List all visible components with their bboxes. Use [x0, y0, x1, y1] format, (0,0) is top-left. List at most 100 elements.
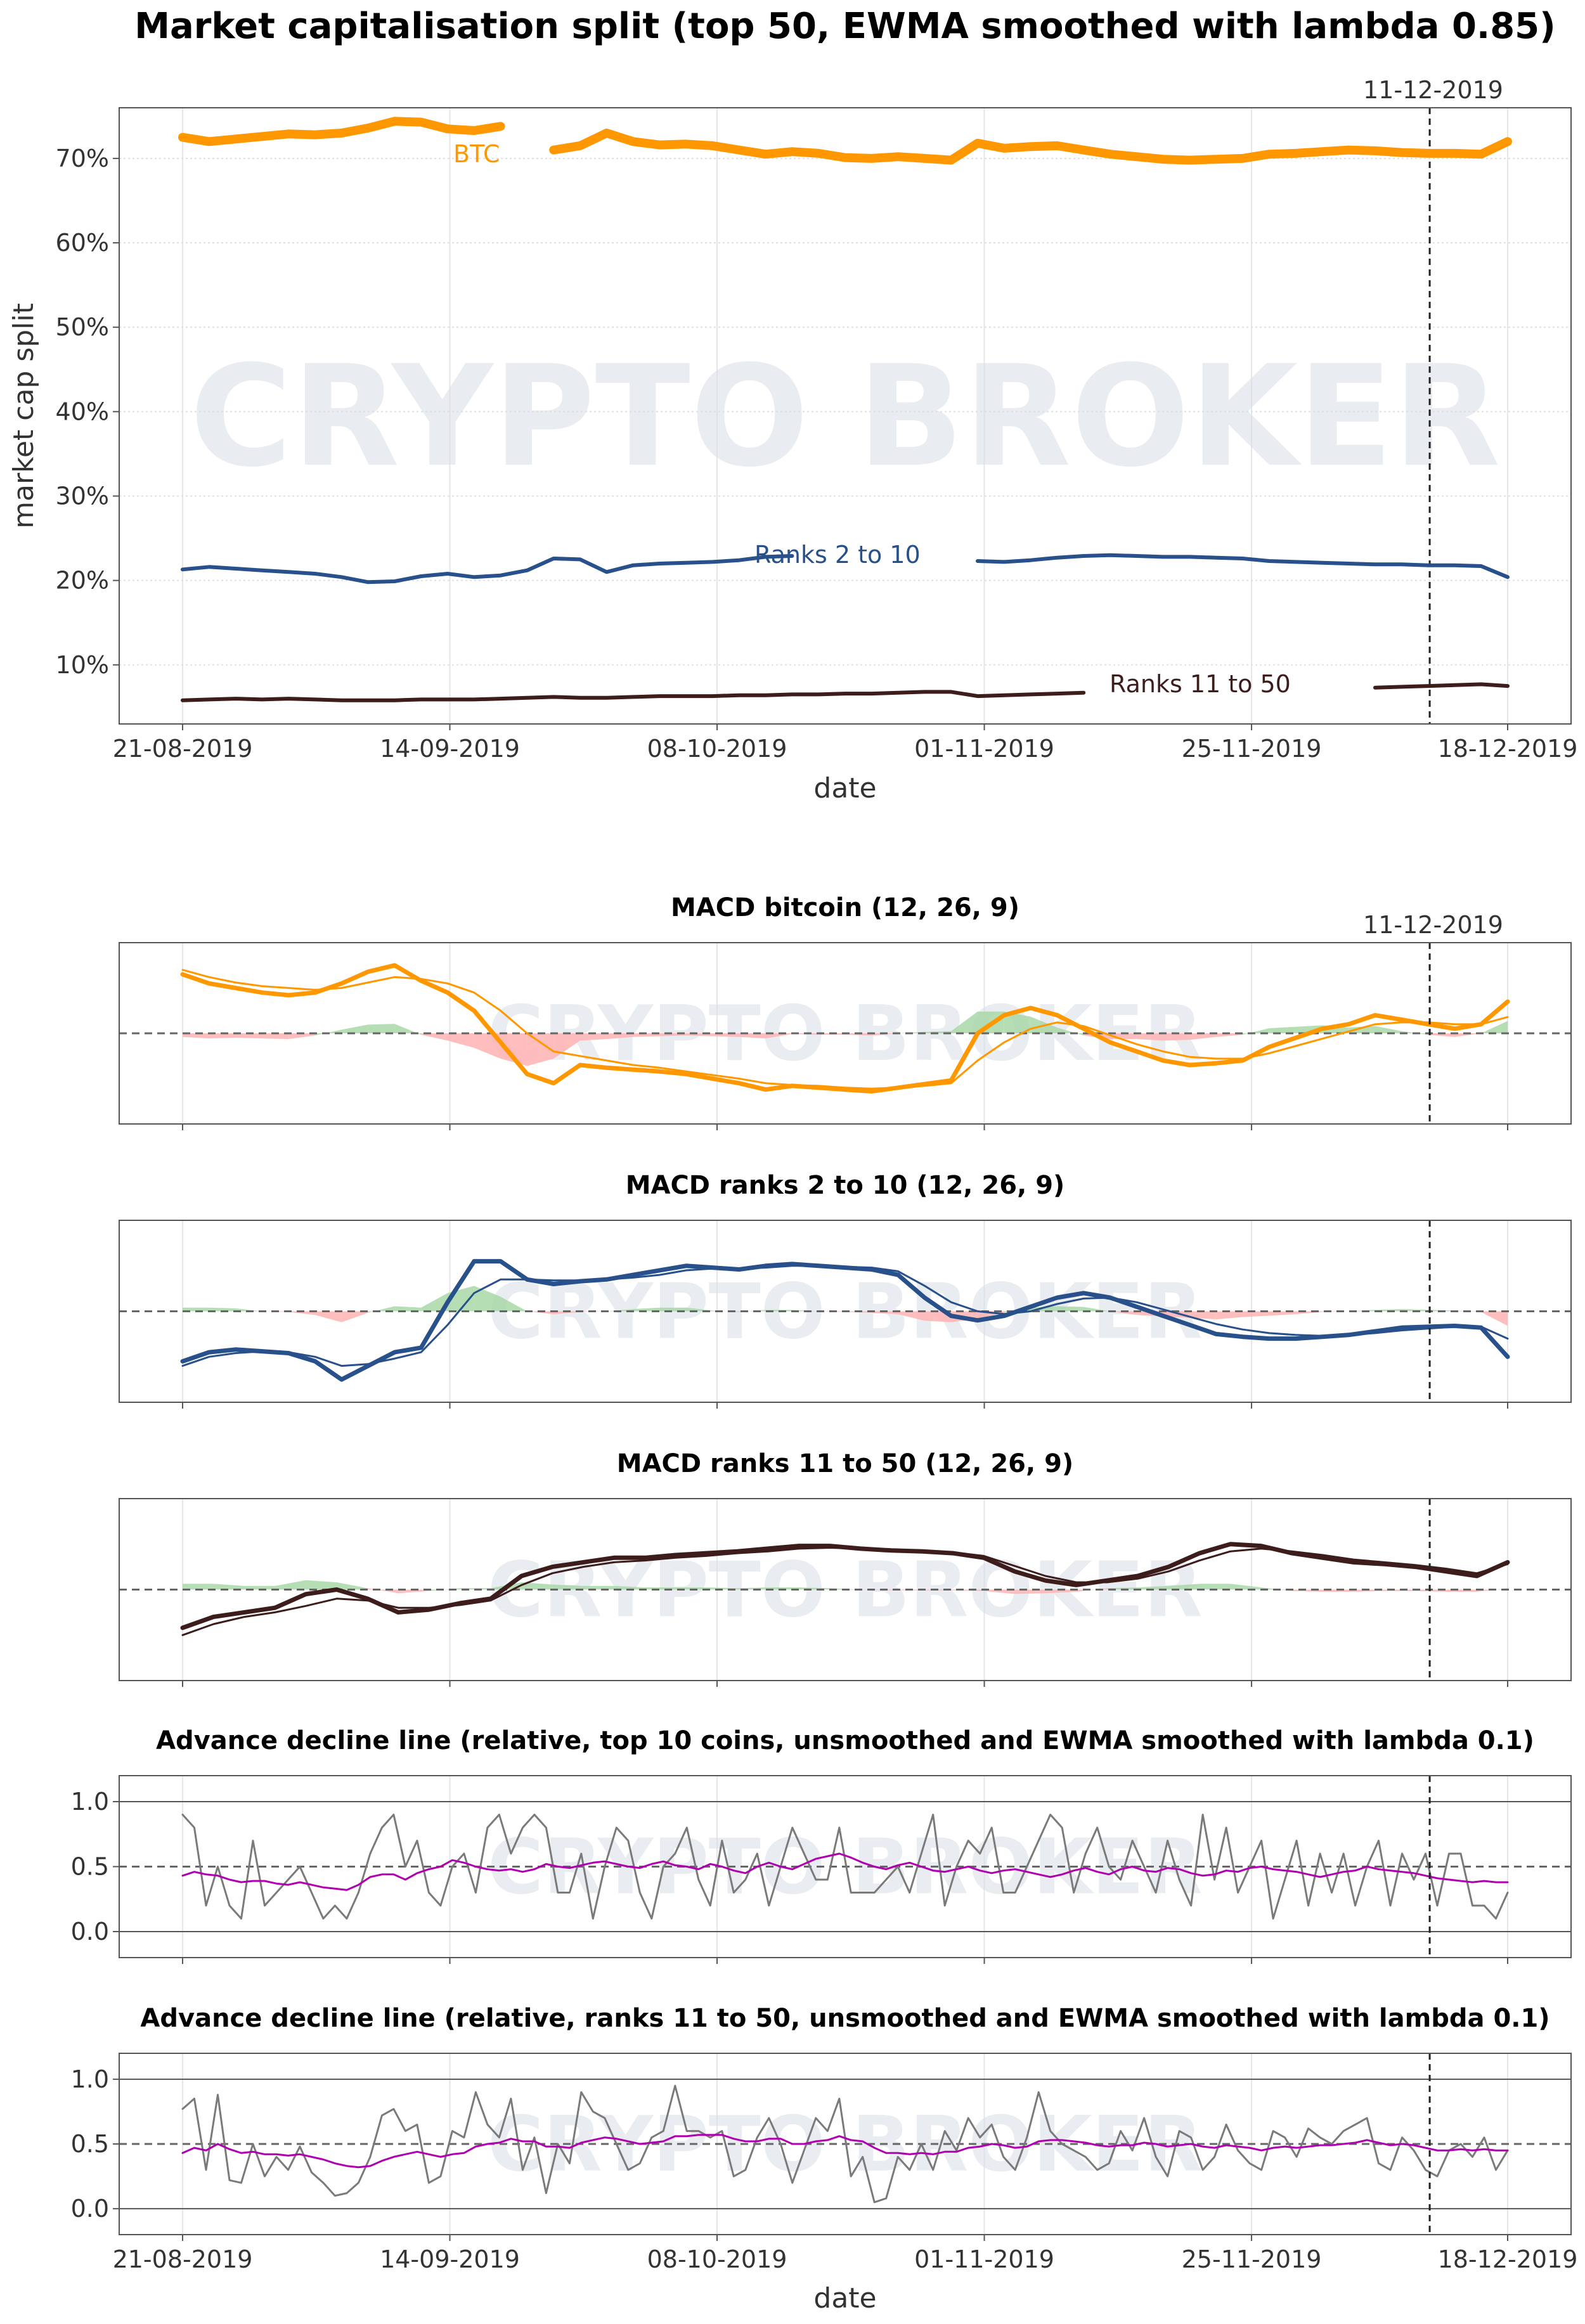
histogram-bar — [368, 1024, 395, 1033]
histogram-bar — [614, 1585, 645, 1590]
series-line-ranks_11_50 — [181, 682, 1510, 702]
histogram-bar — [1269, 1026, 1296, 1033]
histogram-bar — [871, 1033, 898, 1036]
x-tick-label: 25-11-2019 — [1182, 735, 1322, 763]
histogram-bar — [768, 1587, 799, 1590]
series-label-ranks_11_50: Ranks 11 to 50 — [1110, 670, 1291, 698]
x-tick-label: 01-11-2019 — [914, 2245, 1054, 2273]
plot-border — [119, 107, 1572, 725]
x-tick-label: 21-08-2019 — [113, 735, 253, 763]
histogram-bar — [341, 1024, 368, 1033]
plot-background — [119, 108, 1571, 724]
y-tick-label: 1.0 — [71, 1788, 109, 1816]
y-axis-label: market cap split — [8, 303, 40, 529]
macd-line — [180, 1542, 1510, 1630]
y-tick-label: 10% — [56, 651, 109, 679]
histogram-bar — [580, 1033, 607, 1041]
series-line-ranks_2_10 — [181, 553, 1510, 584]
adl-raw-line — [181, 1814, 1509, 1920]
macd-line — [180, 963, 1510, 1094]
y-tick-label: 0.5 — [71, 2130, 109, 2158]
histogram-bar — [1401, 1309, 1428, 1312]
histogram-bar — [1136, 1033, 1163, 1041]
series-line-btc — [178, 117, 1512, 165]
histogram-bar — [1243, 1311, 1269, 1317]
histogram-bar — [1084, 1307, 1110, 1312]
x-tick-label: 18-12-2019 — [1438, 2245, 1578, 2273]
x-tick-label: 01-11-2019 — [914, 735, 1054, 763]
histogram-bar — [1168, 1584, 1200, 1590]
histogram-bar — [398, 1589, 429, 1594]
histogram-bar — [1428, 1033, 1455, 1037]
series-label-ranks_2_10: Ranks 2 to 10 — [754, 541, 921, 569]
histogram-bar — [235, 1033, 262, 1039]
histogram-bar — [315, 1311, 342, 1322]
chart-title: Advance decline line (relative, top 10 c… — [156, 1726, 1534, 1755]
chart-title: Market capitalisation split (top 50, EWM… — [134, 6, 1555, 47]
histogram-bar — [306, 1580, 337, 1590]
histogram-bar — [552, 1584, 583, 1590]
histogram-bar — [341, 1311, 368, 1322]
histogram-bar — [1269, 1311, 1296, 1316]
series-label-btc: BTC — [453, 140, 500, 168]
adl-ewma-line — [181, 1852, 1509, 1891]
histogram-bar — [1189, 1033, 1217, 1040]
histogram-bar — [1189, 1311, 1217, 1320]
histogram-bar — [235, 1308, 262, 1312]
histogram-bar — [394, 1024, 422, 1035]
histogram-bar — [1454, 1033, 1482, 1037]
histogram-bar — [394, 1306, 422, 1312]
histogram-bar — [1004, 1011, 1031, 1033]
histogram-bar — [1481, 1021, 1508, 1033]
histogram-bar — [500, 1033, 527, 1066]
histogram-bar — [429, 1588, 460, 1591]
histogram-bar — [500, 1296, 527, 1312]
histogram-bar — [1230, 1584, 1262, 1590]
histogram-bar — [1477, 1588, 1508, 1592]
histogram-bar — [845, 1033, 872, 1036]
histogram-bar — [527, 1311, 554, 1315]
y-tick-label: 0.5 — [71, 1853, 109, 1881]
histogram-bar — [1199, 1584, 1231, 1590]
chart-title: MACD bitcoin (12, 26, 9) — [671, 893, 1019, 922]
x-tick-label: 08-10-2019 — [647, 735, 787, 763]
plot-border — [119, 942, 1572, 1125]
plot-border — [119, 2053, 1572, 2235]
chart-title: MACD ranks 2 to 10 (12, 26, 9) — [626, 1171, 1065, 1200]
marker-date-label: 11-12-2019 — [1363, 76, 1503, 104]
x-axis-label: date — [813, 772, 876, 804]
histogram-bar — [1481, 1311, 1508, 1326]
histogram-bar — [209, 1307, 236, 1312]
y-tick-label: 50% — [56, 313, 109, 341]
histogram-bar — [583, 1585, 614, 1590]
histogram-bar — [1045, 1589, 1077, 1594]
histogram-bar — [1110, 1311, 1137, 1315]
x-tick-label: 25-11-2019 — [1182, 2245, 1322, 2273]
histogram-bar — [1163, 1033, 1190, 1041]
x-tick-label: 08-10-2019 — [647, 2245, 787, 2273]
histogram-bar — [262, 1033, 289, 1040]
plot-border — [119, 1775, 1572, 1958]
y-tick-label: 20% — [56, 567, 109, 595]
histogram-bar — [951, 1011, 978, 1033]
histogram-bar — [553, 1311, 580, 1315]
y-tick-label: 0.0 — [71, 2195, 109, 2223]
y-tick-label: 30% — [56, 482, 109, 510]
x-tick-label: 21-08-2019 — [113, 2245, 253, 2273]
histogram-bar — [924, 1311, 952, 1322]
histogram-bar — [1014, 1589, 1045, 1594]
histogram-bar — [765, 1033, 792, 1039]
histogram-bar — [521, 1582, 553, 1590]
x-tick-label: 14-09-2019 — [380, 2245, 520, 2273]
x-tick-label: 18-12-2019 — [1438, 735, 1578, 763]
marker-date-label: 11-12-2019 — [1363, 911, 1503, 939]
histogram-bar — [1261, 1587, 1292, 1591]
histogram-bar — [183, 1033, 209, 1039]
x-tick-label: 14-09-2019 — [380, 735, 520, 763]
histogram-bar — [209, 1033, 236, 1039]
histogram-bar — [1349, 1026, 1375, 1033]
histogram-bar — [898, 1311, 925, 1321]
y-tick-label: 70% — [56, 145, 109, 172]
histogram-bar — [898, 1031, 925, 1033]
